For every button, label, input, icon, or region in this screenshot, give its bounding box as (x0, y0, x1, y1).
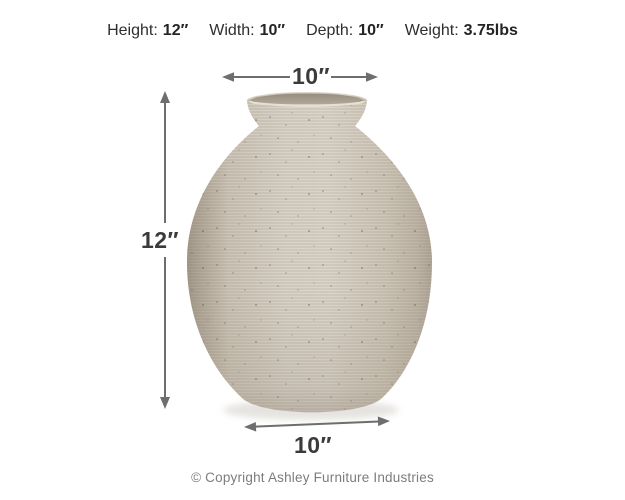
copyright-text: © Copyright Ashley Furniture Industries (191, 470, 434, 485)
spec-depth-value: 10″ (358, 22, 384, 39)
spec-height-value: 12″ (162, 22, 189, 39)
spec-width-value: 10″ (259, 22, 286, 39)
spec-depth-label: Depth: (306, 22, 354, 39)
top-width-dimension-arrow (222, 72, 378, 82)
dimension-label-top-width: 10″ (291, 63, 331, 89)
spec-weight: Weight: 3.75lbs (405, 19, 518, 43)
dimension-label-bottom-width: 10″ (293, 432, 333, 458)
spec-height: Height: 12″ (107, 19, 188, 43)
bottom-width-dimension-arrow (244, 416, 390, 432)
spec-depth: Depth: 10″ (306, 19, 384, 43)
spec-width: Width: 10″ (209, 19, 285, 43)
spec-header: Height: 12″ Width: 10″ Depth: 10″ Weight… (0, 19, 625, 43)
dimension-label-height: 12″ (140, 227, 180, 253)
spec-width-label: Width: (209, 22, 255, 39)
spec-weight-label: Weight: (404, 22, 459, 39)
spec-height-label: Height: (107, 22, 158, 39)
vase-opening (246, 92, 368, 107)
height-dimension-arrow (160, 91, 170, 409)
spec-weight-value: 3.75lbs (463, 22, 518, 39)
vase-body (187, 92, 432, 413)
